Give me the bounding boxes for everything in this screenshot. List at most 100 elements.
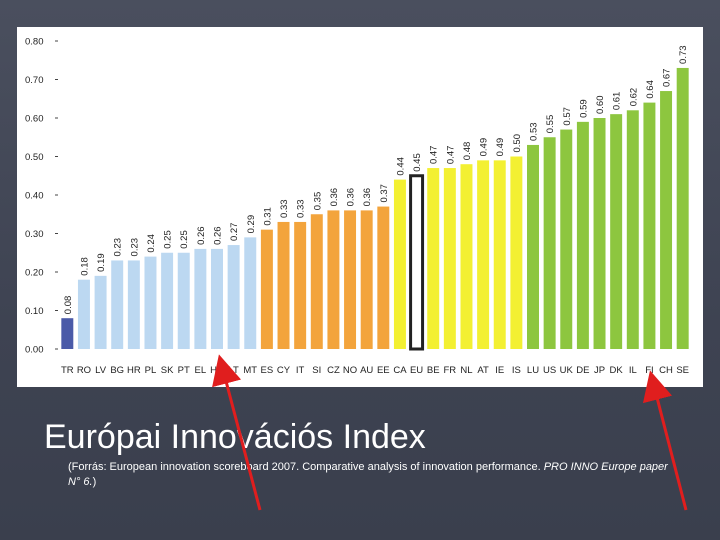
category-label: CY [277, 365, 291, 376]
value-label: 0.57 [562, 107, 573, 126]
value-label: 0.18 [79, 257, 90, 276]
bar-be [427, 168, 440, 349]
source-note: (Forrás: European innovation scoreboard … [68, 460, 668, 490]
y-tick-label: 0.70 [25, 75, 44, 86]
category-label: ES [261, 365, 274, 376]
category-label: FI [645, 365, 653, 376]
category-label: IT [296, 365, 305, 376]
source-main-text: (Forrás: European innovation scoreboard … [68, 461, 544, 473]
category-label: TR [61, 365, 74, 376]
y-tick-label: 0.10 [25, 306, 44, 317]
y-tick-label: 0.20 [25, 268, 44, 279]
value-label: 0.36 [346, 188, 357, 207]
bar-it [294, 221, 307, 349]
source-italic-text: PRO INNO Europe paper N° 6. [68, 461, 668, 488]
category-label: LV [95, 365, 107, 376]
category-label: PL [145, 365, 157, 376]
value-label: 0.73 [678, 45, 689, 64]
bar-se [676, 67, 689, 349]
value-label: 0.33 [279, 199, 290, 218]
slide-title: Európai Innovációs Index [44, 418, 426, 456]
value-label: 0.36 [362, 188, 373, 207]
category-label: EL [195, 365, 207, 376]
value-label: 0.67 [662, 69, 673, 88]
value-label: 0.53 [529, 122, 540, 141]
category-label: BG [110, 365, 124, 376]
bar-lu [527, 144, 539, 349]
y-tick-label: 0.00 [25, 345, 44, 356]
value-label: 0.26 [196, 226, 207, 245]
bar-at [477, 160, 490, 349]
value-label: 0.25 [179, 230, 190, 249]
value-label: 0.48 [462, 142, 473, 161]
category-label: JP [594, 365, 605, 376]
category-label: NO [343, 365, 357, 376]
category-label: US [543, 365, 556, 376]
category-label: SK [161, 365, 174, 376]
bar-lv [94, 275, 107, 349]
category-label: CZ [327, 365, 340, 376]
value-label: 0.27 [229, 223, 240, 242]
bar-si [310, 214, 323, 349]
value-label: 0.50 [512, 134, 523, 153]
value-label: 0.64 [645, 80, 656, 99]
bar-ee [377, 206, 390, 349]
bar-eu [409, 174, 425, 351]
bar-es [260, 229, 273, 349]
value-label: 0.24 [146, 234, 157, 253]
category-label: SI [312, 365, 321, 376]
bar-jp [593, 118, 606, 349]
category-label: BE [427, 365, 440, 376]
category-label: FR [444, 365, 457, 376]
value-label: 0.45 [412, 153, 423, 172]
value-label: 0.23 [113, 238, 124, 257]
value-label: 0.35 [312, 192, 323, 211]
value-label: 0.47 [445, 146, 456, 165]
value-label: 0.49 [495, 138, 506, 157]
category-label: DE [576, 365, 589, 376]
category-label: IS [512, 365, 521, 376]
bar-bg [111, 260, 124, 349]
chart-panel: 0.00 0.10 0.20 0.30 0.40 0.50 0.60 0.70 0.80 0.08… [17, 27, 703, 387]
bar-no [344, 210, 357, 349]
bar-ie [493, 160, 506, 349]
bar-nl [460, 164, 473, 349]
value-label: 0.60 [595, 96, 606, 115]
bar-pl [144, 256, 157, 349]
bar-us [543, 137, 556, 349]
y-tick-label: 0.50 [25, 152, 44, 163]
category-label: IE [495, 365, 504, 376]
category-label: NL [460, 365, 472, 376]
value-label: 0.25 [163, 230, 174, 249]
category-label: DK [610, 365, 624, 376]
y-tick-label: 0.60 [25, 114, 44, 125]
category-label: MT [243, 365, 257, 376]
value-label: 0.23 [129, 238, 140, 257]
source-close-text: ) [92, 476, 97, 488]
bar-il [626, 110, 639, 349]
bar-au [360, 210, 373, 349]
value-label: 0.59 [578, 99, 589, 118]
bar-cz [327, 210, 340, 349]
bar-mt [244, 237, 257, 349]
bar-hu [211, 248, 223, 349]
bar-hr [127, 260, 140, 349]
value-label: 0.29 [246, 215, 257, 234]
category-label: AT [477, 365, 489, 376]
value-label: 0.37 [379, 184, 390, 203]
bar-tr [61, 318, 74, 349]
value-label: 0.62 [628, 88, 639, 107]
arrow-to-fi [642, 370, 688, 511]
category-label: PT [178, 365, 190, 376]
y-tick-label: 0.80 [25, 37, 44, 48]
bar-ro [77, 279, 90, 349]
category-label: CA [393, 365, 407, 376]
y-tick-label: 0.30 [25, 229, 44, 240]
category-label: UK [560, 365, 574, 376]
bar-uk [560, 129, 573, 349]
bar-fi [643, 102, 656, 349]
bar-dk [610, 114, 623, 350]
value-label: 0.44 [395, 157, 406, 176]
y-tick-label: 0.40 [25, 191, 44, 202]
bar-is [510, 156, 523, 349]
